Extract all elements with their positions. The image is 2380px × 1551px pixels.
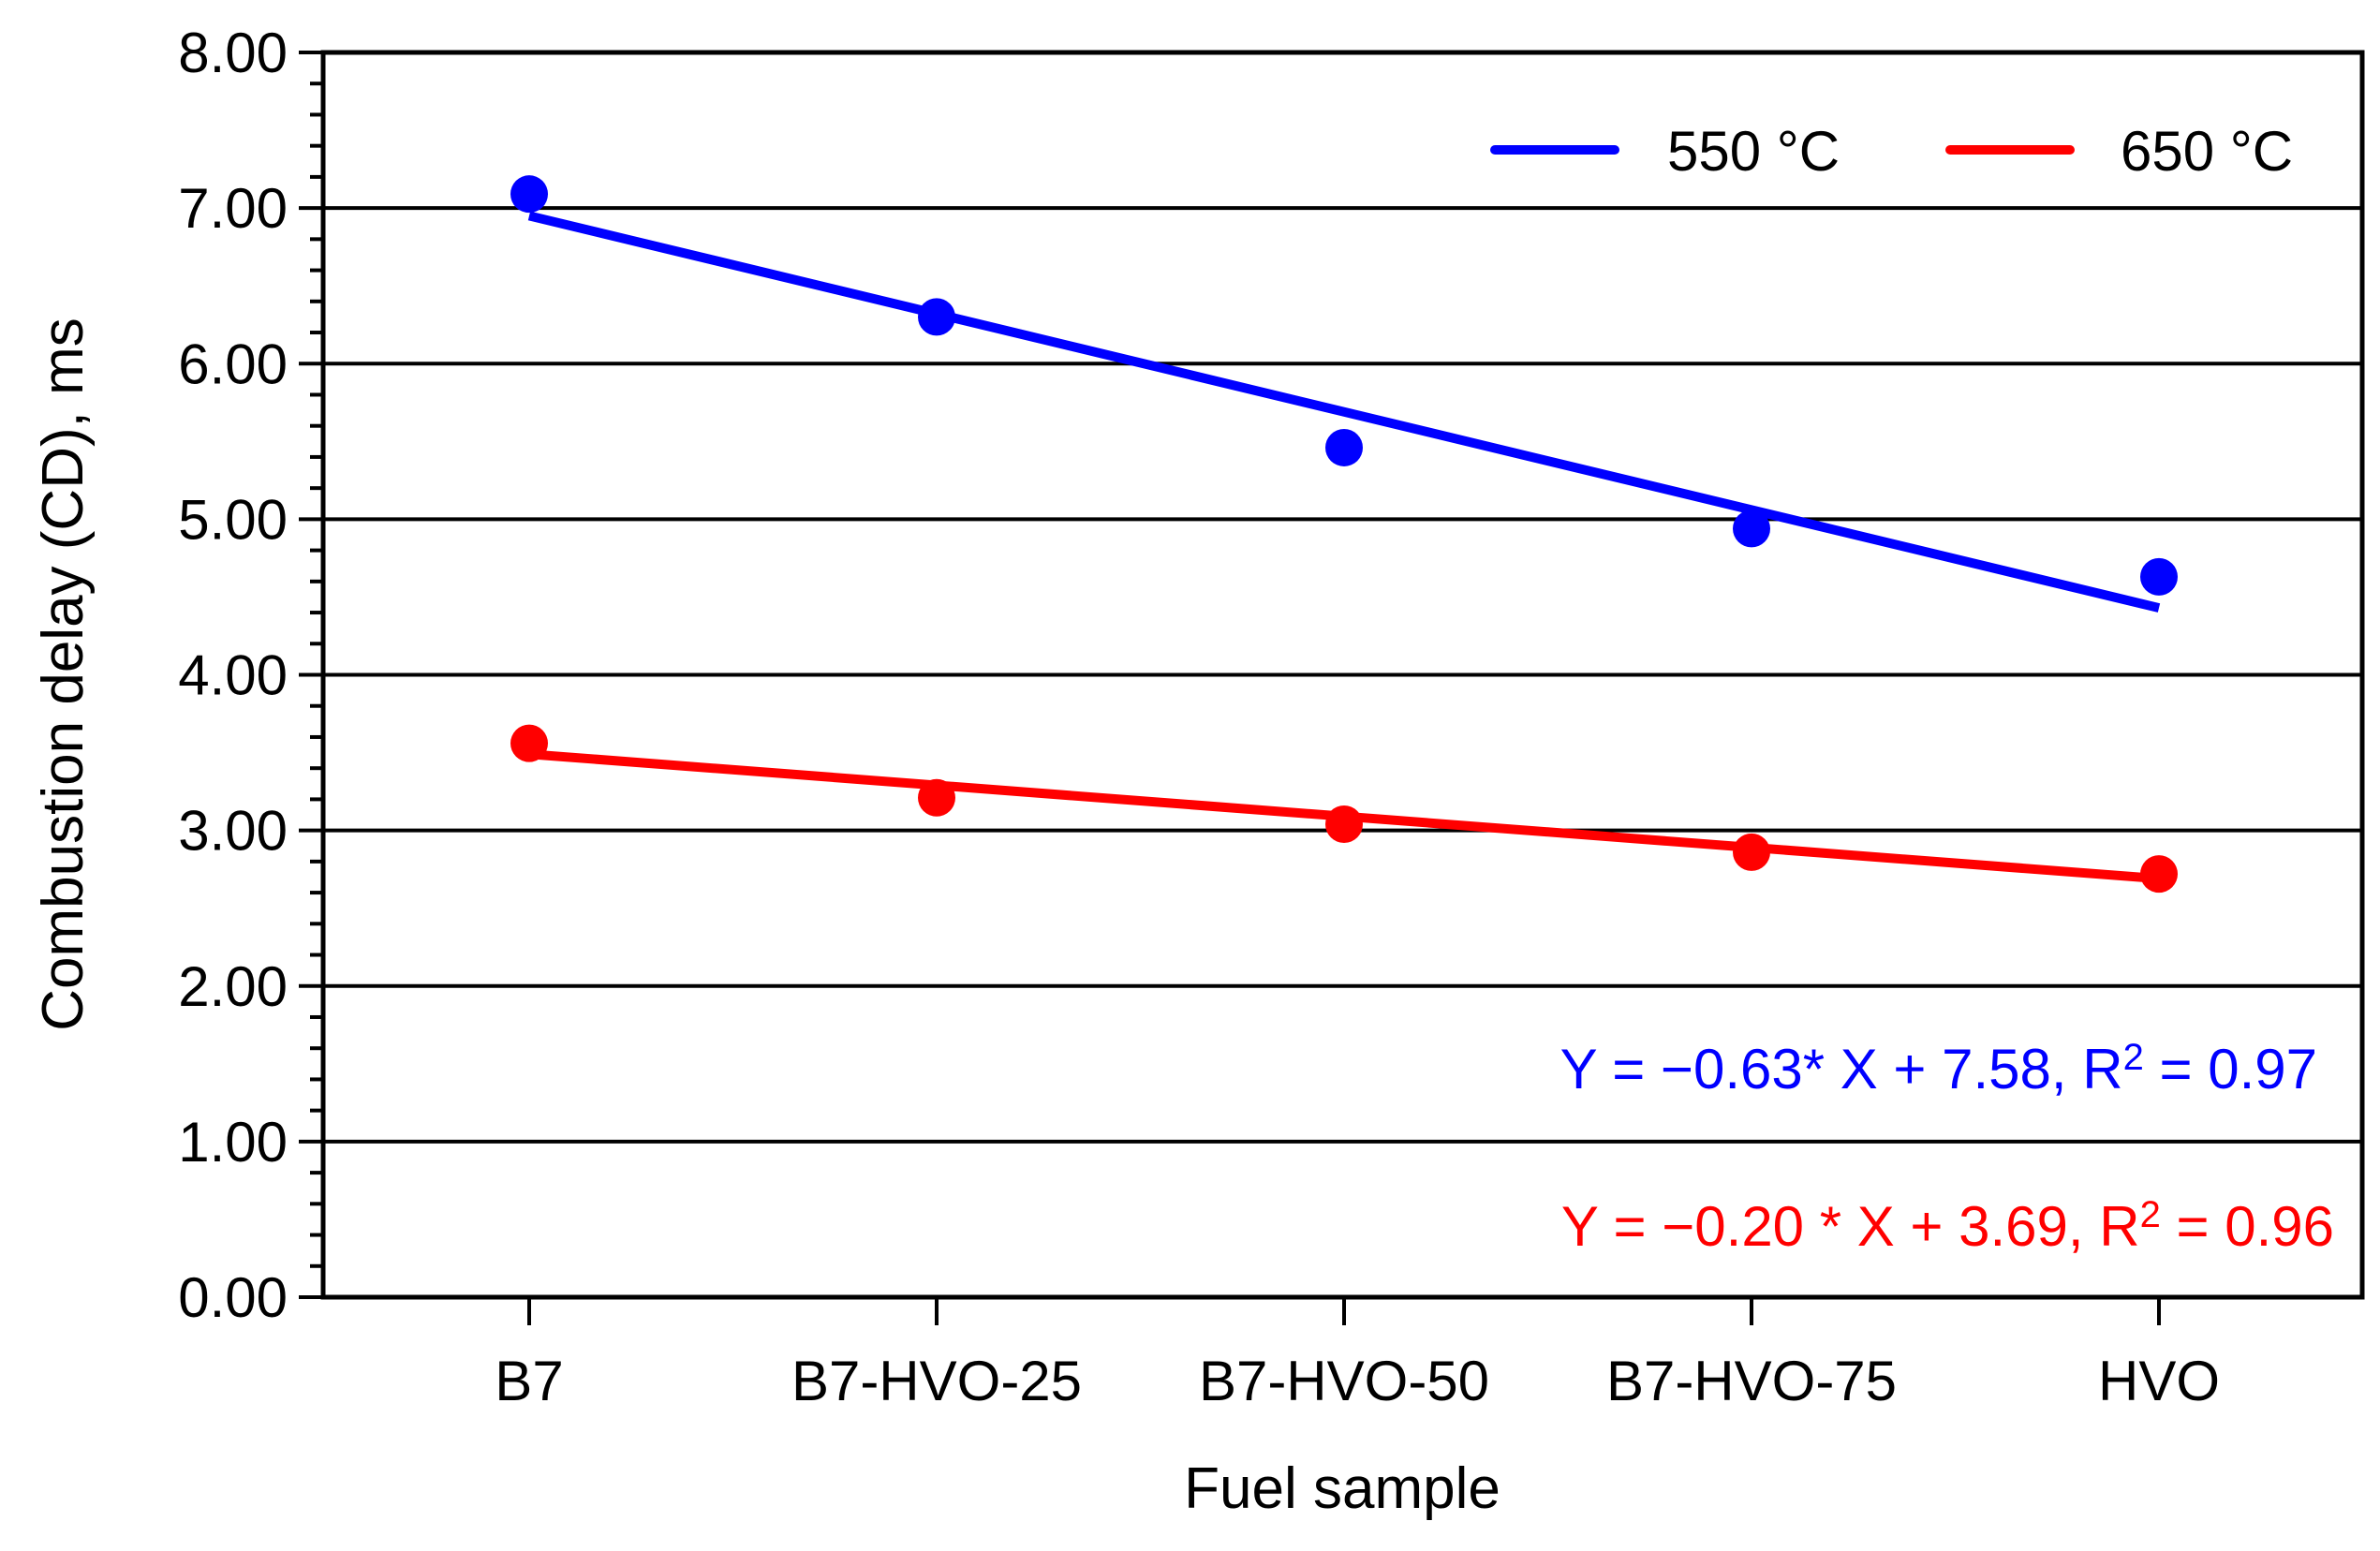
data-point [2140, 557, 2178, 596]
y-tick-label: 3.00 [178, 800, 288, 863]
y-tick-label: 5.00 [178, 488, 288, 551]
y-tick-label: 0.00 [178, 1266, 288, 1329]
x-tick-label: B7-HVO-25 [791, 1350, 1082, 1412]
trend-line [527, 211, 2161, 613]
x-axis-title: Fuel sample [1184, 1456, 1500, 1521]
data-point [918, 778, 955, 817]
x-tick-label: B7 [495, 1350, 563, 1412]
x-tick-label: B7-HVO-75 [1606, 1350, 1897, 1412]
data-point [1733, 833, 1770, 871]
data-point [918, 298, 955, 336]
data-point [1325, 805, 1363, 843]
data-point [2140, 855, 2178, 894]
data-points [510, 175, 2178, 894]
x-tick-label: HVO [2098, 1350, 2220, 1412]
data-point [510, 724, 548, 762]
y-tick-label: 4.00 [178, 644, 288, 707]
x-tick-label: B7-HVO-50 [1199, 1350, 1489, 1412]
y-tick-label: 8.00 [178, 22, 288, 84]
y-tick-label: 2.00 [178, 955, 288, 1018]
y-axis-title: Combustion delay (CD), ms [31, 318, 96, 1030]
grid-lines [323, 206, 2362, 1144]
legend-label-650: 650 °C [2121, 120, 2293, 183]
data-point [1733, 510, 1770, 548]
y-tick-label: 1.00 [178, 1111, 288, 1174]
equation-550: Y = −0.63* X + 7.58, R2 = 0.97 [1560, 1037, 2317, 1100]
y-tick-label: 7.00 [178, 177, 288, 240]
y-tick-label: 6.00 [178, 332, 288, 395]
axes: 0.00 1.00 2.00 3.00 4.00 5.00 6.00 7.00 8.00 B7 B7… [178, 22, 2365, 1412]
trend-lines [527, 211, 2161, 884]
legend-label-550: 550 °C [1667, 120, 1840, 183]
legend: 550 °C 650 °C [1490, 120, 2293, 183]
equation-650: Y = −0.20 * X + 3.69, R2 = 0.96 [1561, 1194, 2334, 1258]
data-point [510, 175, 548, 214]
data-point [1325, 428, 1363, 466]
